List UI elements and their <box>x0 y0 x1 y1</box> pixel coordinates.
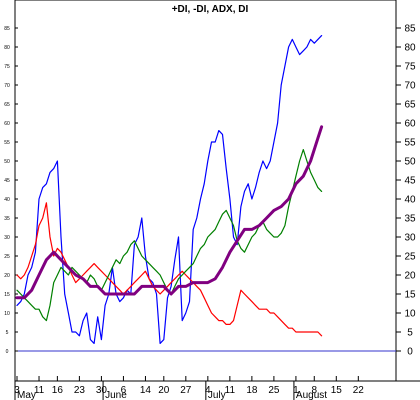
y-axis-left: 0 5 10 15 20 25 30 35 40 45 50 55 60 65 70 75 80 85 <box>4 26 18 355</box>
x-tick-label: 11 <box>34 385 45 396</box>
y-tick-label-right: 5 <box>407 328 413 339</box>
y-tick-label-right: 10 <box>404 309 416 320</box>
series-line-1 <box>16 34 323 344</box>
x-tick-label: 27 <box>180 385 192 396</box>
y-tick-label-left: 85 <box>4 26 10 32</box>
series-group <box>15 34 324 344</box>
y-tick-label-right: 65 <box>404 100 416 111</box>
y-tick-label-right: 80 <box>404 43 416 54</box>
x-tick-label: 4 <box>205 385 211 396</box>
x-tick-label: 16 <box>52 385 64 396</box>
y-tick-label-left: 75 <box>4 64 10 70</box>
plot-border <box>14 0 397 382</box>
month-label: May <box>17 390 36 400</box>
y-tick-label-right: 55 <box>404 138 416 149</box>
x-tick-label: 23 <box>74 385 86 396</box>
y-tick-label-left: 10 <box>4 311 10 317</box>
x-tick-label: 30 <box>96 385 108 396</box>
y-axis-right: 0 5 10 15 20 25 30 35 40 45 50 55 60 65 70 75 80 85 <box>396 24 416 358</box>
y-tick-label-right: 75 <box>404 62 416 73</box>
x-tick-label: 1 <box>293 385 299 396</box>
x-tick-label: 25 <box>268 385 280 396</box>
y-tick-label-right: 70 <box>404 81 416 92</box>
y-tick-label-right: 25 <box>404 252 416 263</box>
y-tick-label-right: 20 <box>404 271 416 282</box>
plot-frame <box>14 0 420 382</box>
y-tick-label-left: 70 <box>4 83 10 89</box>
month-label: July <box>208 390 226 400</box>
y-tick-label-left: 15 <box>4 292 10 298</box>
y-tick-label-right: 30 <box>404 233 416 244</box>
y-tick-label-right: 40 <box>404 195 416 206</box>
y-tick-label-right: 45 <box>404 176 416 187</box>
month-label: June <box>105 390 127 400</box>
y-tick-label-left: 55 <box>4 140 10 146</box>
x-axis: 3 11 16 23 30 6 14 20 27 4 11 18 25 1 8 15 22 <box>14 376 364 396</box>
y-tick-label-right: 15 <box>404 290 416 301</box>
month-labels: May June July August <box>14 381 327 400</box>
y-tick-label-left: 25 <box>4 254 10 260</box>
x-tick-label: 15 <box>331 385 343 396</box>
y-tick-label-left: 35 <box>4 216 10 222</box>
series-line-4 <box>15 125 324 300</box>
x-tick-label: 20 <box>158 385 170 396</box>
x-tick-label: 11 <box>225 385 236 396</box>
y-tick-label-left: 80 <box>4 45 10 51</box>
y-tick-label-right: 85 <box>404 24 416 35</box>
series-line-3 <box>16 149 323 322</box>
x-tick-label: 8 <box>311 385 317 396</box>
y-tick-label-left: 0 <box>6 349 9 355</box>
y-tick-label-left: 60 <box>4 121 10 127</box>
y-tick-label-right: 60 <box>404 119 416 130</box>
y-tick-label-right: 0 <box>407 347 413 358</box>
y-tick-label-left: 45 <box>4 178 10 184</box>
x-tick-label: 18 <box>246 385 258 396</box>
y-tick-label-right: 35 <box>404 214 416 225</box>
x-tick-label: 14 <box>140 385 152 396</box>
x-tick-label: 3 <box>14 385 20 396</box>
y-tick-label-left: 40 <box>4 197 10 203</box>
chart-title: +DI, -DI, ADX, DI <box>172 4 249 15</box>
y-tick-label-right: 50 <box>404 157 416 168</box>
month-label: August <box>296 390 327 400</box>
x-tick-label: 22 <box>353 385 365 396</box>
y-tick-label-left: 5 <box>6 330 9 336</box>
x-tick-label: 6 <box>121 385 127 396</box>
y-tick-label-left: 65 <box>4 102 10 108</box>
y-tick-label-left: 20 <box>4 273 10 279</box>
y-tick-label-left: 50 <box>4 159 10 165</box>
y-tick-label-left: 30 <box>4 235 10 241</box>
